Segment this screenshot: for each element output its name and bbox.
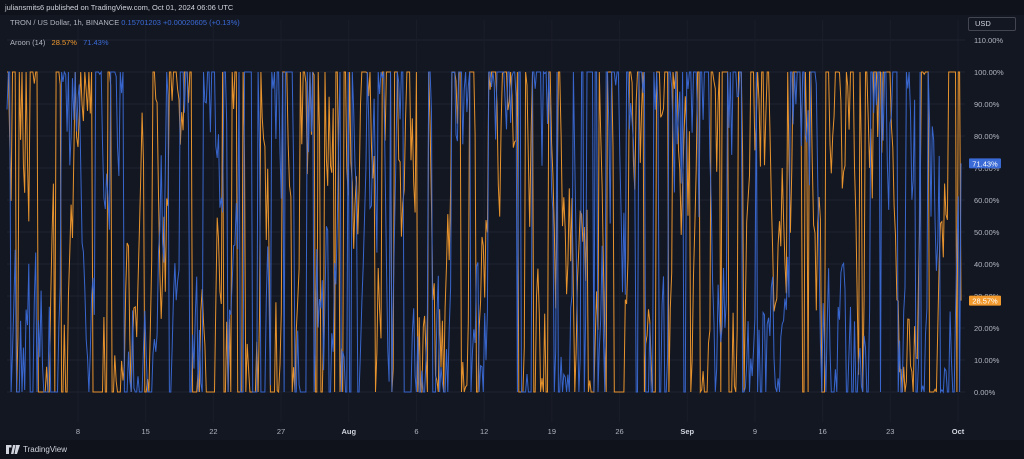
y-tick-label: 70.00% — [974, 164, 1000, 173]
symbol-price: 0.15701203 — [121, 18, 161, 27]
y-tick-label: 20.00% — [974, 324, 1000, 333]
tradingview-icon — [6, 445, 20, 454]
y-tick-label: 110.00% — [974, 36, 1003, 45]
x-tick-label: 15 — [142, 427, 150, 436]
aroon-up-last-badge — [969, 158, 1001, 169]
symbol-legend: TRON / US Dollar, 1h, BINANCE 0.15701203… — [10, 18, 240, 27]
footer-bar — [0, 440, 1024, 459]
x-tick-label: 6 — [414, 427, 418, 436]
x-tick-label: Sep — [680, 427, 694, 436]
y-tick-label: 10.00% — [974, 356, 1000, 365]
y-tick-label: 40.00% — [974, 260, 1000, 269]
x-tick-label: Aug — [341, 427, 356, 436]
x-tick-label: 22 — [209, 427, 217, 436]
indicator-down-value: 28.57% — [51, 38, 77, 47]
aroon-up-last-label: 71.43% — [972, 159, 998, 168]
y-tick-label: 90.00% — [974, 100, 1000, 109]
x-tick-label: 12 — [480, 427, 488, 436]
y-tick-label: 80.00% — [974, 132, 1000, 141]
indicator-legend[interactable]: Aroon (14) 28.57% 71.43% — [10, 38, 109, 47]
aroon-up-line — [6, 70, 962, 394]
x-tick-label: 27 — [277, 427, 285, 436]
aroon-down-last-badge — [969, 295, 1001, 306]
y-tick-label: 0.00% — [974, 388, 996, 397]
publish-text: juliansmits6 published on TradingView.co… — [5, 3, 234, 12]
x-tick-label: 23 — [886, 427, 894, 436]
y-tick-label: 100.00% — [974, 68, 1004, 77]
aroon-down-last-label: 28.57% — [972, 297, 998, 306]
symbol-change: +0.00020605 (+0.13%) — [163, 18, 240, 27]
indicator-name: Aroon (14) — [10, 38, 46, 47]
x-tick-label: 19 — [548, 427, 556, 436]
y-tick-label: 50.00% — [974, 228, 1000, 237]
publish-bar: juliansmits6 published on TradingView.co… — [0, 0, 1024, 15]
x-tick-label: 16 — [818, 427, 826, 436]
x-tick-label: 8 — [76, 427, 80, 436]
x-tick-label: 9 — [753, 427, 757, 436]
y-tick-label: 60.00% — [974, 196, 1000, 205]
currency-button[interactable]: USD — [968, 17, 1016, 31]
tradingview-logo[interactable]: TradingView — [6, 445, 67, 454]
aroon-down-line — [7, 71, 962, 394]
indicator-up-value: 71.43% — [83, 38, 109, 47]
x-tick-label: 26 — [615, 427, 623, 436]
symbol-label: TRON / US Dollar, 1h, BINANCE — [10, 18, 120, 27]
x-tick-label: Oct — [952, 427, 965, 436]
brand-label: TradingView — [23, 445, 68, 454]
